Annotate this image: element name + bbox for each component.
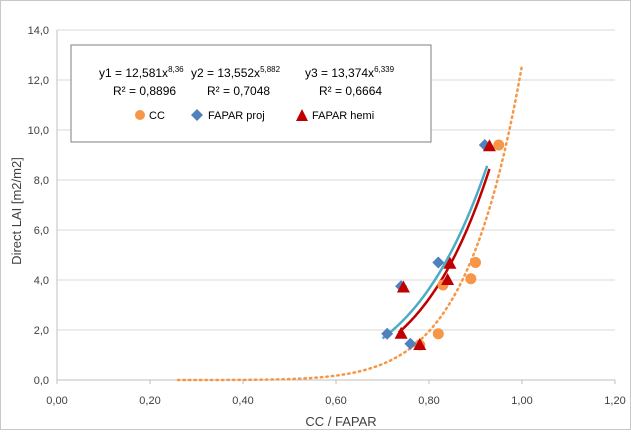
legend-marker-cc	[135, 110, 145, 120]
x-axis-title: CC / FAPAR	[305, 414, 376, 429]
legend-box	[70, 44, 432, 143]
legend-label-fapar-proj: FAPAR proj	[208, 110, 265, 122]
x-tick-label: 1,00	[511, 395, 532, 407]
tick-labels: 0,0 2,0 4,0 6,0 8,0 10,0 12,0 14,0 0,00 0,20 0,40 0…	[28, 25, 626, 407]
equation-1-base: y1 = 12,581x	[99, 66, 168, 80]
y-tick-label: 0,0	[34, 375, 49, 387]
equation-3-base: y3 = 13,374x	[305, 66, 374, 80]
equation-2-r2: R² = 0,7048	[207, 84, 270, 98]
y-tick-label: 8,0	[34, 175, 49, 187]
y-tick-label: 14,0	[28, 25, 49, 37]
x-tick-label: 0,60	[325, 395, 346, 407]
axes	[56, 30, 616, 384]
point-fapar-proj	[404, 337, 417, 350]
point-fapar-hemi	[443, 256, 457, 269]
trendlines	[176, 64, 524, 382]
y-tick-label: 2,0	[34, 325, 49, 337]
legend-label-fapar-hemi: FAPAR hemi	[312, 110, 374, 122]
trendline-cc	[176, 64, 524, 382]
point-cc	[432, 328, 444, 340]
x-tick-label: 0,00	[46, 395, 67, 407]
trendline-fapar-proj	[381, 165, 489, 340]
data-points	[381, 139, 505, 351]
point-fapar-hemi	[482, 139, 496, 152]
equation-3-r2: R² = 0,6664	[319, 84, 382, 98]
x-tick-label: 0,20	[139, 395, 160, 407]
y-axis-title: Direct LAI [m2/m2]	[9, 157, 24, 265]
y-tick-label: 6,0	[34, 225, 49, 237]
point-fapar-hemi	[396, 280, 410, 293]
y-tick-label: 12,0	[28, 75, 49, 87]
trendline-fapar-hemi	[397, 168, 491, 334]
y-tick-label: 10,0	[28, 125, 49, 137]
legend-label-cc: CC	[149, 110, 165, 122]
x-tick-label: 0,40	[232, 395, 253, 407]
x-tick-label: 0,80	[418, 395, 439, 407]
legend-marker-fapar-hemi	[296, 109, 308, 121]
legend: y1 = 12,581x8,36 R² = 0,8896 y2 = 13,552…	[70, 44, 432, 143]
point-cc	[470, 257, 481, 268]
point-fapar-hemi	[413, 338, 427, 350]
equation-1-exponent: 8,36	[168, 65, 184, 74]
legend-marker-fapar-proj	[191, 109, 203, 121]
point-cc	[493, 139, 505, 151]
x-tick-label: 1,20	[604, 395, 625, 407]
equation-2-base: y2 = 13,552x	[191, 66, 260, 80]
y-tick-label: 4,0	[34, 275, 49, 287]
equation-1: y1 = 12,581x8,36	[99, 65, 184, 80]
point-cc	[465, 273, 477, 285]
equation-2-exponent: 5,882	[260, 65, 281, 74]
equation-2: y2 = 13,552x5,882	[191, 65, 281, 80]
equation-3-exponent: 6,339	[374, 65, 395, 74]
point-fapar-hemi	[394, 326, 408, 339]
equation-1-r2: R² = 0,8896	[113, 84, 176, 98]
equation-3: y3 = 13,374x6,339	[305, 65, 395, 80]
point-fapar-proj	[432, 256, 445, 269]
point-fapar-hemi	[441, 273, 455, 285]
point-fapar-proj	[381, 327, 394, 340]
